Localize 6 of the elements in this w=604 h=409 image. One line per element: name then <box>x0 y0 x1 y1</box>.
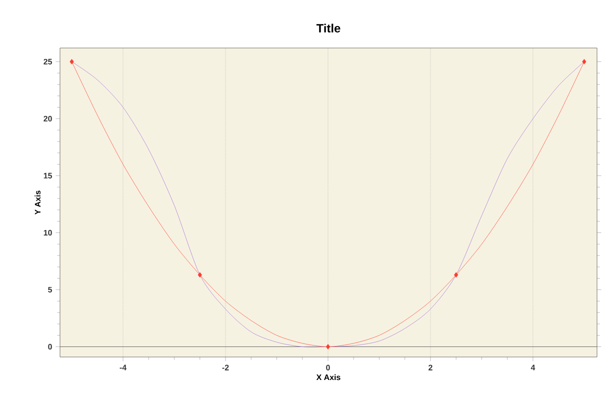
point <box>582 58 586 64</box>
point <box>70 58 74 64</box>
point <box>198 272 202 278</box>
point <box>326 344 330 350</box>
point <box>454 272 458 278</box>
chart-title: Title <box>316 24 340 33</box>
